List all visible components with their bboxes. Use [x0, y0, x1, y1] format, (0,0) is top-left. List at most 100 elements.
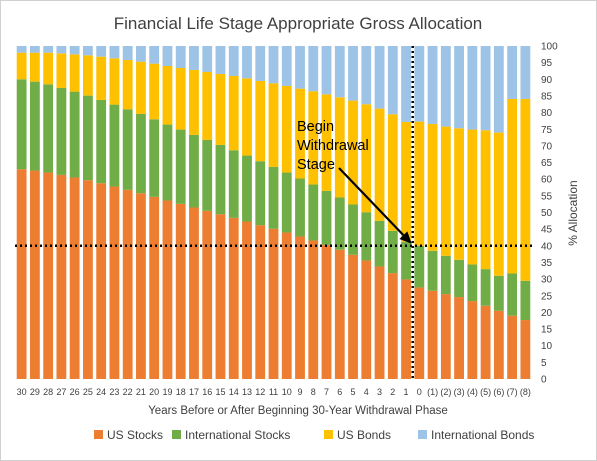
y-tick-label: 0 [541, 375, 547, 386]
bar-segment-us-bonds-15 [215, 73, 226, 145]
x-tick-label: 22 [123, 387, 133, 397]
bar-segment-us-bonds-8 [520, 98, 531, 281]
bar-segment-international-stocks-17 [189, 134, 199, 208]
bar-segment-us-stocks-6 [493, 310, 504, 379]
bar-segment-us-stocks-8 [308, 240, 319, 379]
bar-segment-international-bonds-12 [255, 46, 266, 81]
legend: US Stocks International Stocks US Bonds Int… [94, 428, 534, 442]
x-tick-label: 16 [202, 387, 212, 397]
bar-segment-us-stocks-2 [440, 294, 451, 379]
bar-segment-us-stocks-15 [215, 214, 226, 379]
bar-segment-international-stocks-7 [321, 190, 332, 245]
bar-segment-us-bonds-10 [281, 85, 292, 173]
y-tick-label: 85 [541, 91, 553, 102]
y-tick-label: 90 [541, 75, 553, 86]
x-tick-label: 17 [189, 387, 199, 397]
x-axis-title: Years Before or After Beginning 30-Year … [148, 405, 448, 417]
bar-segment-us-bonds-14 [228, 75, 239, 151]
bar-segment-us-bonds-2 [387, 114, 398, 231]
bar-segment-international-stocks-1 [401, 241, 411, 280]
bar-segment-international-bonds-25 [83, 46, 93, 56]
bar-segment-international-bonds-3 [454, 46, 464, 129]
bar-segment-international-stocks-9 [295, 178, 305, 237]
x-tick-label: 20 [149, 387, 159, 397]
bar-segment-international-bonds-3 [374, 46, 385, 109]
legend-swatch [172, 430, 181, 439]
x-tick-label: 3 [377, 387, 382, 397]
bar-segment-us-stocks-28 [43, 172, 54, 379]
bar-segment-international-stocks-15 [215, 144, 226, 215]
bar-segment-international-bonds-30 [16, 46, 27, 53]
x-tick-label: 29 [30, 387, 40, 397]
legend-swatch [418, 430, 427, 439]
bar-segment-international-bonds-29 [29, 46, 40, 53]
x-tick-label: (3) [454, 387, 465, 397]
annotation-text-line: Stage [297, 157, 335, 173]
bar-segment-us-bonds-20 [149, 63, 160, 120]
y-tick-label: 100 [541, 42, 558, 53]
bar-segment-international-stocks-28 [43, 84, 54, 173]
bar-segment-us-bonds-3 [454, 128, 464, 260]
bar-segment-us-bonds-28 [43, 52, 54, 85]
bar-segment-us-stocks-30 [16, 169, 27, 379]
bar-segment-international-stocks-8 [308, 184, 319, 241]
bar-segment-international-stocks-6 [493, 275, 504, 311]
bar-segment-international-bonds-28 [43, 46, 54, 53]
x-tick-label: 6 [337, 387, 342, 397]
bar-segment-international-stocks-14 [228, 150, 239, 218]
bar-segment-international-stocks-25 [83, 95, 93, 181]
legend-label: US Stocks [107, 428, 163, 442]
bar-segment-international-bonds-4 [467, 46, 478, 130]
bar-segment-international-stocks-20 [149, 119, 160, 197]
bar-segment-international-bonds-11 [268, 46, 279, 84]
bar-segment-international-stocks-22 [122, 109, 133, 190]
bar-segment-us-stocks-11 [268, 228, 279, 379]
bar-segment-us-bonds-12 [255, 80, 266, 162]
bar-segment-us-stocks-2 [387, 273, 398, 379]
bar-segment-us-stocks-25 [83, 180, 93, 379]
bar-segment-us-bonds-2 [440, 126, 451, 256]
annotation-arrow-head [399, 231, 412, 244]
bar-segment-us-bonds-30 [16, 52, 27, 80]
bar-segment-international-stocks-2 [387, 230, 398, 274]
bar-segment-international-bonds-15 [215, 46, 226, 74]
x-tick-label: 18 [176, 387, 186, 397]
bar-segment-international-stocks-26 [69, 91, 80, 178]
bar-segment-us-stocks-13 [242, 221, 252, 379]
x-tick-label: 9 [298, 387, 303, 397]
bar-segment-us-bonds-9 [295, 88, 305, 179]
legend-swatch [324, 430, 333, 439]
x-tick-label: 23 [109, 387, 119, 397]
legend-label: US Bonds [337, 428, 391, 442]
bar-segment-us-bonds-25 [83, 55, 93, 96]
bar-segment-us-stocks-3 [374, 266, 385, 379]
bar-segment-us-bonds-7 [321, 94, 332, 191]
bar-segment-international-bonds-27 [56, 46, 67, 54]
annotation-text-line: Withdrawal [297, 138, 369, 154]
bar-segment-us-bonds-6 [334, 97, 345, 198]
bar-segment-international-stocks-23 [109, 104, 120, 187]
bar-segment-us-stocks-22 [122, 189, 133, 379]
bar-segment-us-stocks-20 [149, 196, 160, 379]
legend-label: International Bonds [431, 428, 534, 442]
bar-segment-us-bonds-4 [361, 104, 372, 213]
bar-segment-international-bonds-4 [361, 46, 372, 105]
bar-segment-international-stocks-3 [374, 220, 385, 267]
y-tick-label: 25 [541, 291, 553, 302]
legend-item-international-bonds: International Bonds [418, 428, 534, 442]
bar-segment-international-stocks-0 [414, 245, 425, 288]
y-tick-label: 95 [541, 58, 553, 69]
bar-segment-us-bonds-29 [29, 52, 40, 82]
bar-segment-international-stocks-3 [454, 259, 464, 298]
annotation-arrow-shaft [338, 167, 405, 236]
bar-segment-international-bonds-24 [96, 46, 107, 57]
y-tick-label: 30 [541, 275, 553, 286]
legend-label: International Stocks [185, 428, 290, 442]
x-tick-label: 21 [136, 387, 146, 397]
bar-segment-us-stocks-26 [69, 177, 80, 379]
bar-segment-international-bonds-22 [122, 46, 133, 60]
x-tick-label: 28 [43, 387, 53, 397]
bar-segment-international-bonds-8 [308, 46, 319, 92]
bar-segment-us-stocks-10 [281, 232, 292, 379]
